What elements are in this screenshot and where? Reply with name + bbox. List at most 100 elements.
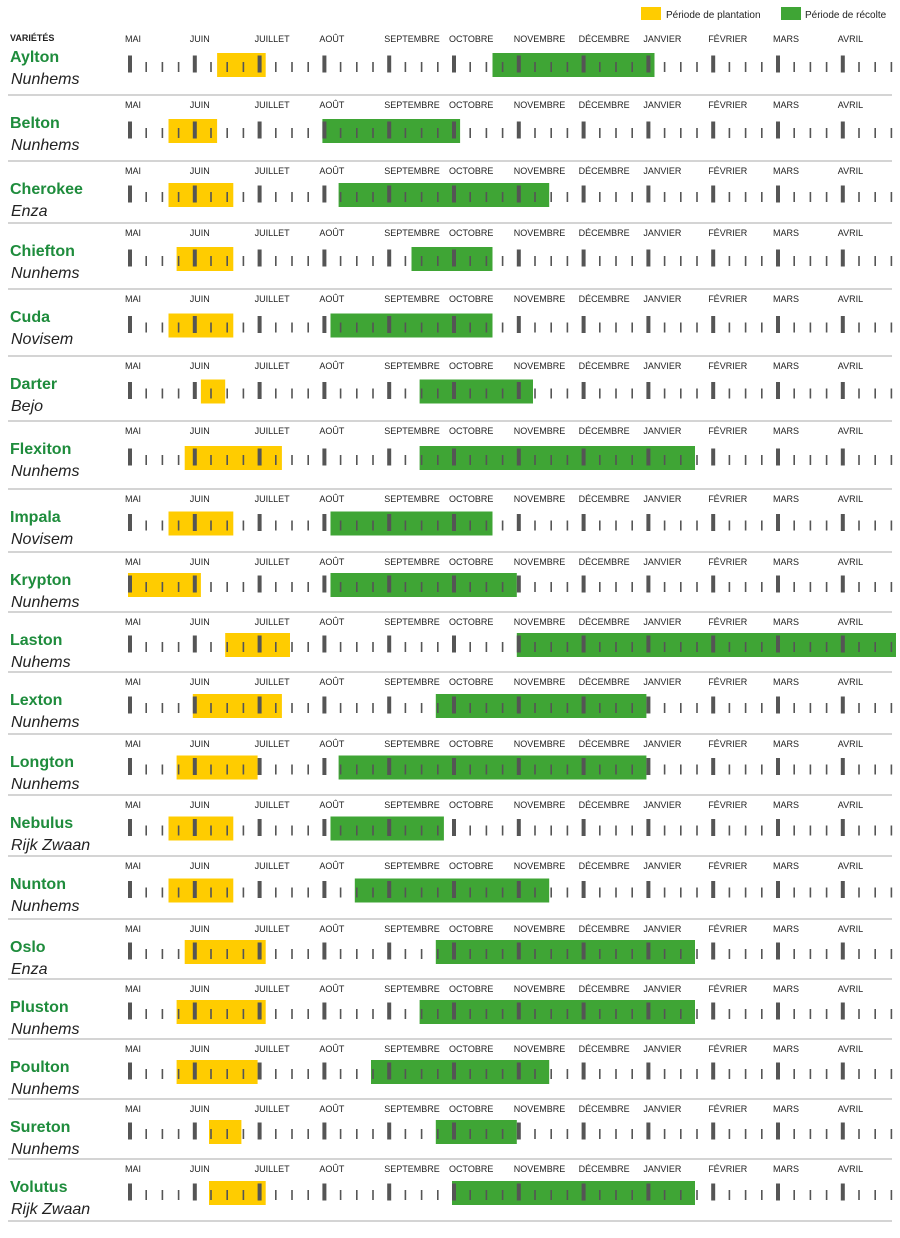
week-tick bbox=[275, 322, 277, 333]
week-tick bbox=[825, 520, 828, 531]
week-tick bbox=[291, 825, 293, 836]
month-tick bbox=[257, 1062, 262, 1080]
week-tick bbox=[793, 825, 795, 836]
week-tick bbox=[356, 192, 358, 202]
month-tick bbox=[452, 382, 456, 399]
week-tick bbox=[226, 887, 228, 898]
week-tick bbox=[275, 388, 277, 399]
week-tick bbox=[291, 703, 293, 713]
week-tick bbox=[728, 62, 731, 72]
week-tick bbox=[680, 520, 682, 531]
week-tick bbox=[161, 703, 164, 713]
week-tick bbox=[728, 825, 731, 836]
week-tick bbox=[291, 192, 293, 202]
month-tick bbox=[257, 249, 262, 267]
week-tick bbox=[696, 62, 698, 72]
month-tick bbox=[516, 448, 521, 466]
month-tick bbox=[516, 514, 521, 531]
month-tick bbox=[581, 1122, 586, 1140]
month-label: JANVIER bbox=[643, 426, 682, 436]
month-label: FÉVRIER bbox=[708, 361, 748, 371]
month-tick bbox=[452, 758, 456, 775]
variety-name: Oslo bbox=[10, 939, 46, 956]
week-tick bbox=[161, 62, 164, 72]
month-tick bbox=[581, 819, 586, 836]
week-tick bbox=[631, 582, 633, 592]
week-tick bbox=[501, 322, 504, 333]
week-tick bbox=[728, 192, 731, 202]
week-tick bbox=[550, 825, 552, 836]
month-label: MAI bbox=[125, 800, 141, 810]
week-tick bbox=[550, 1009, 552, 1019]
week-tick bbox=[339, 62, 342, 72]
variety-row: MAI JUIN JUILLET AOÛT SEPTEMBRE OCTOBRE NOVEMB… bbox=[8, 294, 893, 357]
week-tick bbox=[631, 256, 633, 266]
week-tick bbox=[242, 949, 245, 959]
month-label: FÉVRIER bbox=[708, 800, 748, 810]
week-tick bbox=[890, 192, 893, 202]
week-tick bbox=[161, 642, 164, 652]
month-label: FÉVRIER bbox=[708, 1044, 748, 1054]
week-tick bbox=[307, 949, 309, 959]
month-label: JANVIER bbox=[643, 984, 682, 994]
month-tick bbox=[322, 696, 327, 714]
week-tick bbox=[485, 949, 488, 959]
variety-name: Aylton bbox=[10, 49, 59, 66]
week-tick bbox=[356, 128, 358, 138]
week-tick bbox=[631, 388, 633, 399]
week-tick bbox=[501, 1190, 504, 1200]
week-tick bbox=[437, 703, 439, 713]
month-tick bbox=[128, 1122, 132, 1140]
month-tick bbox=[840, 382, 845, 399]
week-tick bbox=[161, 1129, 164, 1139]
week-tick bbox=[372, 1009, 374, 1019]
week-tick bbox=[242, 455, 245, 465]
month-label: FÉVRIER bbox=[708, 100, 748, 110]
month-tick bbox=[192, 881, 197, 898]
month-tick bbox=[581, 635, 586, 653]
week-tick bbox=[420, 1009, 423, 1019]
week-tick bbox=[631, 128, 633, 138]
week-tick bbox=[291, 642, 293, 652]
month-label: JUIN bbox=[190, 100, 210, 110]
month-label: DÉCEMBRE bbox=[579, 677, 630, 687]
month-tick bbox=[128, 1183, 132, 1201]
week-tick bbox=[728, 703, 731, 713]
week-tick bbox=[437, 949, 439, 959]
week-tick bbox=[469, 703, 471, 713]
week-tick bbox=[680, 703, 682, 713]
month-tick bbox=[452, 942, 456, 960]
week-tick bbox=[874, 455, 876, 465]
month-label: DÉCEMBRE bbox=[579, 1164, 630, 1174]
month-tick bbox=[776, 696, 780, 714]
month-tick bbox=[516, 575, 521, 593]
supplier-name: Nunhems bbox=[11, 776, 79, 793]
week-tick bbox=[825, 192, 828, 202]
month-label: JANVIER bbox=[643, 34, 682, 44]
month-label: SEPTEMBRE bbox=[384, 361, 440, 371]
month-label: AVRIL bbox=[838, 924, 863, 934]
week-tick bbox=[485, 764, 488, 775]
month-tick bbox=[711, 1183, 716, 1201]
month-tick bbox=[452, 575, 456, 593]
month-label: NOVEMBRE bbox=[514, 426, 566, 436]
month-label: MAI bbox=[125, 924, 141, 934]
month-label: OCTOBRE bbox=[449, 617, 493, 627]
week-tick bbox=[485, 322, 488, 333]
month-label: AOÛT bbox=[319, 1164, 345, 1174]
month-tick bbox=[387, 249, 392, 267]
week-tick bbox=[501, 703, 504, 713]
week-tick bbox=[356, 1009, 358, 1019]
week-tick bbox=[161, 1069, 164, 1079]
week-tick bbox=[761, 1190, 763, 1200]
month-tick bbox=[711, 316, 716, 333]
month-label: DÉCEMBRE bbox=[579, 984, 630, 994]
week-tick bbox=[663, 62, 666, 72]
week-tick bbox=[631, 455, 633, 465]
supplier-name: Nunhems bbox=[11, 714, 79, 731]
week-tick bbox=[680, 62, 682, 72]
week-tick bbox=[177, 582, 180, 592]
supplier-name: Nunhems bbox=[11, 594, 79, 611]
week-tick bbox=[291, 388, 293, 399]
variety-name: Sureton bbox=[10, 1119, 70, 1136]
